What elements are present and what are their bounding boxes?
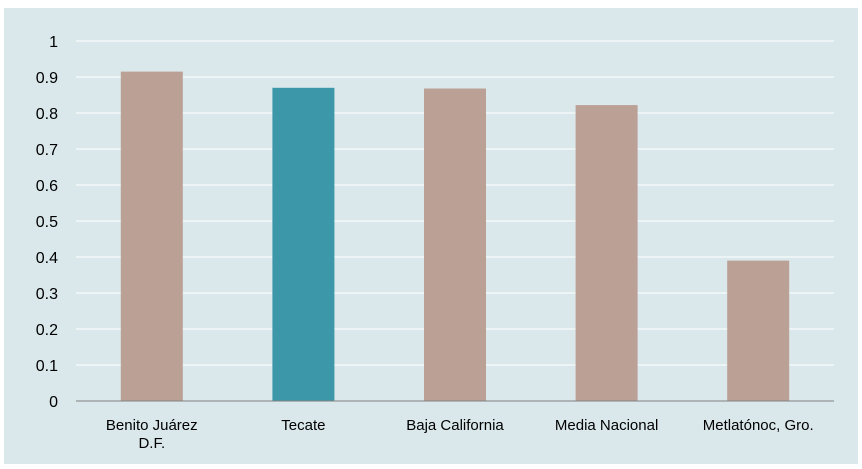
y-tick-label: 1: [49, 34, 58, 51]
y-tick-labels: 0 0.1 0.2 0.3 0.4 0.5 0.6 0.7 0.8 0.9 1: [36, 34, 58, 411]
y-tick-label: 0: [49, 394, 58, 411]
bar: [727, 260, 790, 401]
bar: [120, 71, 183, 401]
y-tick-label: 0.9: [36, 70, 58, 87]
y-tick-label: 0.5: [36, 214, 58, 231]
x-tick-label: Benito Juárez: [106, 417, 198, 434]
bar: [575, 105, 638, 401]
x-tick-label: Metlatónoc, Gro.: [703, 417, 814, 434]
y-tick-label: 0.4: [36, 250, 58, 267]
bar: [424, 88, 486, 402]
x-tick-label: D.F.: [138, 435, 165, 452]
y-tick-label: 0.7: [36, 142, 58, 159]
y-tick-label: 0.6: [36, 178, 58, 195]
bar-chart: 0 0.1 0.2 0.3 0.4 0.5 0.6 0.7 0.8 0.9 1 Benito Juá…: [4, 8, 858, 464]
bar: [272, 87, 335, 402]
y-tick-label: 0.1: [36, 358, 58, 375]
y-tick-label: 0.3: [36, 286, 58, 303]
bars: [120, 71, 790, 402]
x-tick-label: Media Nacional: [555, 417, 658, 434]
chart-container: 0 0.1 0.2 0.3 0.4 0.5 0.6 0.7 0.8 0.9 1 Benito Juá…: [4, 8, 858, 464]
x-tick-label: Tecate: [281, 417, 325, 434]
x-tick-label: Baja California: [406, 417, 504, 434]
y-tick-label: 0.8: [36, 106, 58, 123]
y-tick-label: 0.2: [36, 322, 58, 339]
